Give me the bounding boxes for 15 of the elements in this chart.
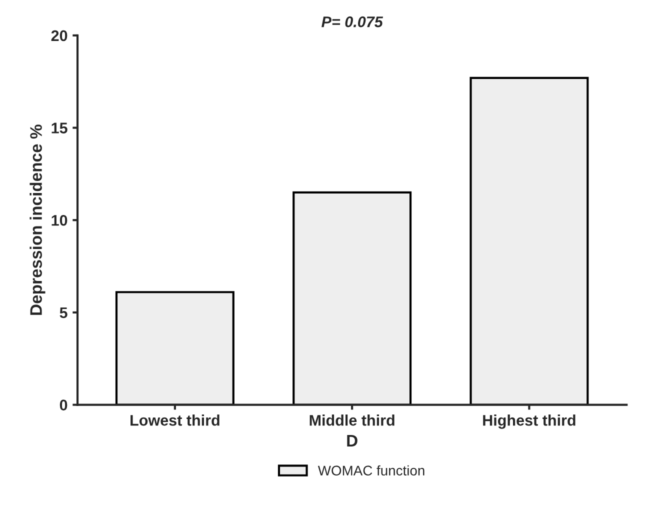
y-tick-label: 0	[60, 400, 68, 410]
x-tick-label: Middle third	[310, 414, 394, 426]
bar	[470, 76, 589, 405]
y-tick-label: 10	[52, 214, 68, 226]
x-tick-label: Lowest third	[130, 414, 220, 426]
bar	[292, 191, 412, 405]
legend-label: WOMAC function	[318, 465, 424, 476]
x-tick-label: Highest third	[483, 414, 576, 429]
y-tick-label: 15	[52, 122, 68, 134]
y-tick-label: 20	[51, 30, 68, 42]
bar	[115, 291, 234, 405]
y-tick-label: 5	[60, 307, 68, 318]
chart-title: P= 0.075	[322, 16, 384, 28]
x-axis-title: D	[347, 435, 358, 446]
y-axis-title: Depression incidence %	[30, 124, 46, 315]
